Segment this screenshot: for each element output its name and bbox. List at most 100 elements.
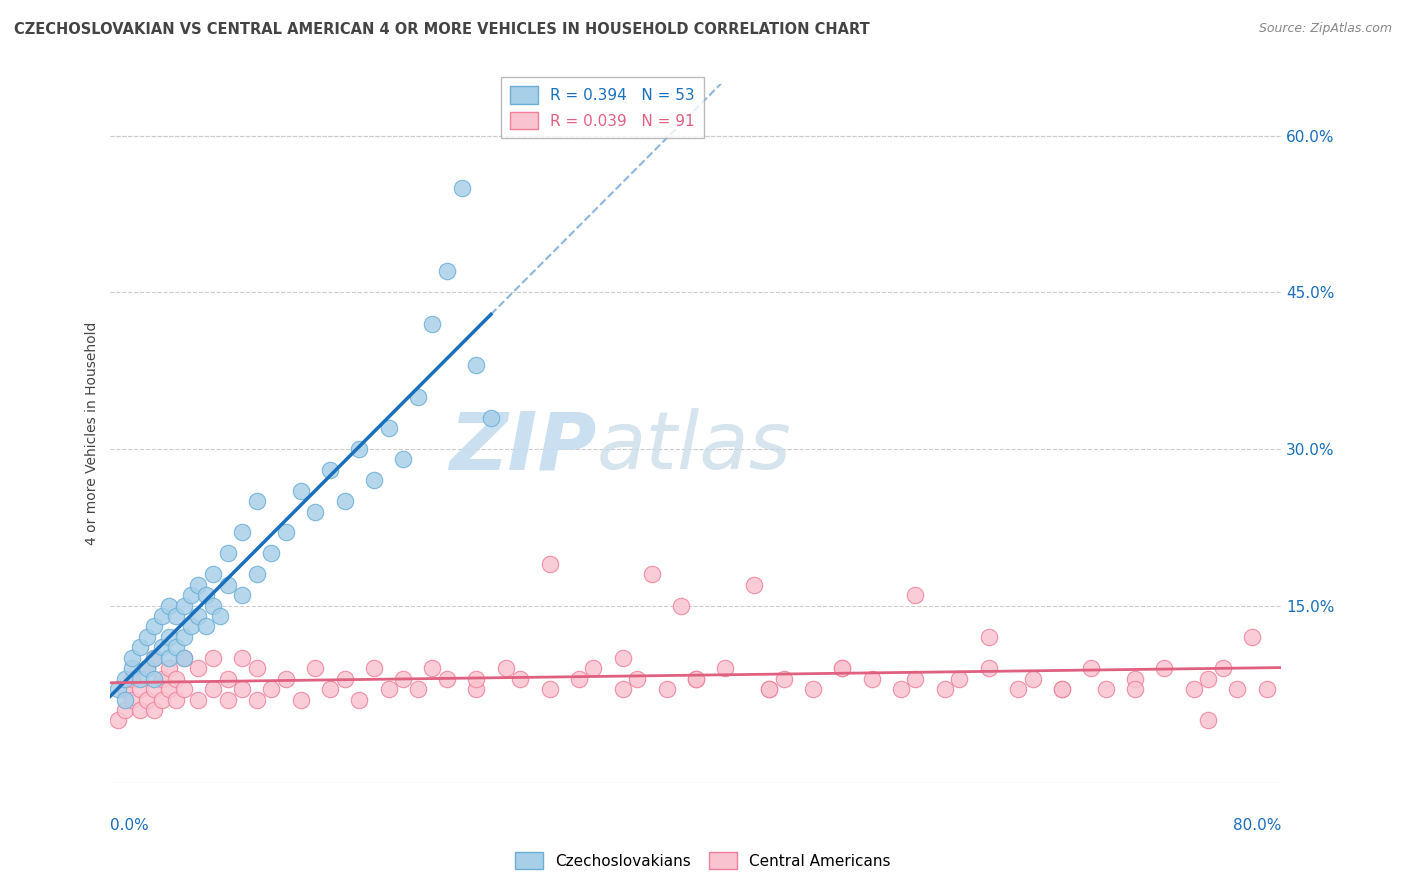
Point — [290, 692, 312, 706]
Point — [904, 588, 927, 602]
Point — [107, 682, 129, 697]
Point — [465, 359, 488, 373]
Point — [114, 703, 136, 717]
Point — [165, 609, 187, 624]
Point — [1197, 672, 1219, 686]
Point — [173, 682, 195, 697]
Point — [121, 650, 143, 665]
Point — [304, 505, 326, 519]
Point — [231, 588, 253, 602]
Point — [173, 650, 195, 665]
Point — [465, 672, 488, 686]
Point — [582, 661, 605, 675]
Point — [450, 181, 472, 195]
Point — [121, 672, 143, 686]
Point — [246, 567, 269, 582]
Point — [509, 672, 531, 686]
Point — [1080, 661, 1102, 675]
Point — [143, 619, 166, 633]
Point — [890, 682, 912, 697]
Point — [260, 546, 283, 560]
Point — [180, 619, 202, 633]
Point — [1241, 630, 1264, 644]
Point — [831, 661, 853, 675]
Point — [1123, 682, 1146, 697]
Point — [538, 682, 561, 697]
Point — [217, 672, 239, 686]
Point — [157, 661, 180, 675]
Point — [495, 661, 517, 675]
Point — [246, 661, 269, 675]
Point — [758, 682, 780, 697]
Point — [479, 410, 502, 425]
Text: 80.0%: 80.0% — [1233, 818, 1281, 833]
Point — [150, 609, 173, 624]
Point — [422, 317, 444, 331]
Point — [201, 650, 224, 665]
Point — [714, 661, 737, 675]
Point — [319, 463, 342, 477]
Point — [1050, 682, 1073, 697]
Point — [1153, 661, 1175, 675]
Point — [977, 661, 1000, 675]
Point — [758, 682, 780, 697]
Text: 0.0%: 0.0% — [111, 818, 149, 833]
Point — [436, 672, 458, 686]
Point — [612, 650, 634, 665]
Point — [128, 640, 150, 655]
Point — [165, 692, 187, 706]
Point — [187, 661, 209, 675]
Point — [422, 661, 444, 675]
Point — [626, 672, 648, 686]
Point — [655, 682, 678, 697]
Point — [121, 661, 143, 675]
Point — [173, 599, 195, 613]
Point — [333, 494, 356, 508]
Point — [1021, 672, 1043, 686]
Point — [246, 692, 269, 706]
Point — [157, 682, 180, 697]
Point — [187, 692, 209, 706]
Y-axis label: 4 or more Vehicles in Household: 4 or more Vehicles in Household — [86, 322, 100, 545]
Point — [333, 672, 356, 686]
Point — [290, 483, 312, 498]
Point — [1226, 682, 1249, 697]
Point — [1197, 714, 1219, 728]
Point — [319, 682, 342, 697]
Point — [217, 546, 239, 560]
Point — [107, 714, 129, 728]
Point — [801, 682, 824, 697]
Point — [304, 661, 326, 675]
Point — [143, 650, 166, 665]
Point — [977, 630, 1000, 644]
Point — [114, 672, 136, 686]
Point — [180, 588, 202, 602]
Point — [114, 682, 136, 697]
Point — [948, 672, 970, 686]
Point — [157, 630, 180, 644]
Point — [143, 650, 166, 665]
Point — [1256, 682, 1278, 697]
Point — [128, 672, 150, 686]
Point — [143, 682, 166, 697]
Point — [150, 692, 173, 706]
Point — [136, 692, 159, 706]
Point — [685, 672, 707, 686]
Point — [641, 567, 664, 582]
Point — [128, 703, 150, 717]
Point — [231, 650, 253, 665]
Point — [128, 682, 150, 697]
Point — [377, 682, 399, 697]
Point — [143, 672, 166, 686]
Point — [231, 525, 253, 540]
Point — [1182, 682, 1205, 697]
Point — [165, 640, 187, 655]
Point — [465, 682, 488, 697]
Point — [217, 692, 239, 706]
Point — [1007, 682, 1029, 697]
Point — [860, 672, 883, 686]
Point — [772, 672, 794, 686]
Point — [744, 577, 766, 591]
Point — [904, 672, 927, 686]
Point — [201, 567, 224, 582]
